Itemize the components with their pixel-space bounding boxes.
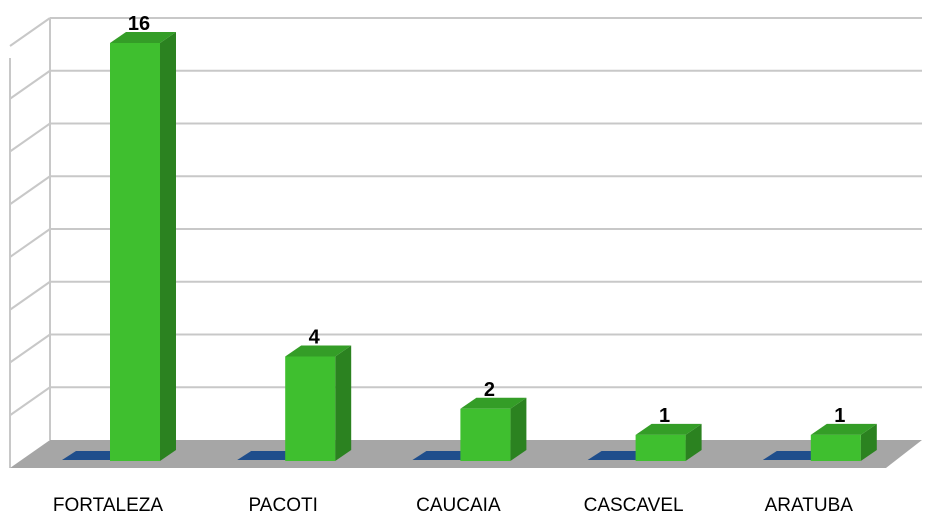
x-tick-label: ARATUBA bbox=[765, 495, 854, 516]
x-tick-label: PACOTI bbox=[249, 495, 318, 516]
bar bbox=[635, 434, 686, 461]
bar-zero-top bbox=[62, 451, 124, 460]
bar-top bbox=[460, 397, 527, 409]
side-gridline bbox=[9, 122, 51, 153]
side-gridline bbox=[9, 228, 51, 258]
bar-top bbox=[810, 423, 877, 435]
data-label: 1 bbox=[834, 405, 845, 427]
side-gridline bbox=[9, 69, 51, 100]
bar-side bbox=[685, 423, 702, 461]
side-gridline bbox=[9, 386, 51, 417]
bar bbox=[110, 43, 160, 461]
side-gridline bbox=[9, 175, 51, 206]
bar-top bbox=[285, 345, 352, 357]
bar-zero-top bbox=[237, 451, 300, 460]
bar-zero-top bbox=[587, 451, 650, 460]
bar-top bbox=[110, 32, 176, 43]
data-label: 16 bbox=[128, 13, 150, 35]
bar-side bbox=[160, 32, 176, 461]
side-gridline bbox=[9, 333, 51, 364]
side-gridline bbox=[9, 280, 51, 311]
bar bbox=[285, 356, 336, 461]
bar-zero-top bbox=[412, 451, 475, 460]
bar-zero-top bbox=[762, 451, 825, 460]
data-label: 4 bbox=[309, 327, 321, 349]
x-tick-label: FORTALEZA bbox=[53, 495, 163, 516]
bar-top bbox=[635, 423, 702, 435]
data-label: 1 bbox=[659, 405, 670, 427]
side-gridline bbox=[9, 17, 51, 47]
x-tick-label: CASCAVEL bbox=[584, 495, 684, 516]
x-tick-label: CAUCAIA bbox=[416, 495, 501, 516]
bar-side bbox=[510, 397, 527, 461]
bar bbox=[460, 408, 511, 461]
data-label: 2 bbox=[484, 379, 495, 401]
bar-side bbox=[860, 423, 877, 461]
bar bbox=[810, 434, 861, 461]
bar-side bbox=[335, 345, 352, 461]
